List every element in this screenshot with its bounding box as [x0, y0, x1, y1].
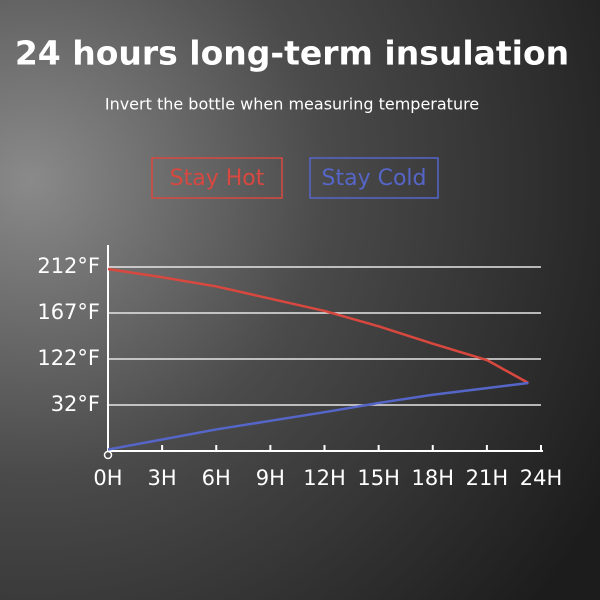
y-tick-label: 32°F: [51, 392, 100, 416]
x-tick-label: 9H: [256, 466, 285, 490]
x-tick-label: 0H: [93, 466, 122, 490]
chart-title: 24 hours long-term insulation: [15, 34, 569, 73]
legend-label: Stay Hot: [170, 166, 265, 191]
y-tick-label: 167°F: [37, 300, 100, 324]
x-tick-label: 18H: [411, 466, 454, 490]
x-tick-label: 21H: [466, 466, 509, 490]
legend-box: [151, 157, 283, 199]
x-tick-label: 12H: [303, 466, 346, 490]
x-tick-label: 15H: [357, 466, 400, 490]
legend-label: Stay Cold: [322, 166, 427, 191]
chart-subtitle: Invert the bottle when measuring tempera…: [105, 95, 479, 114]
legend-box: [309, 157, 439, 199]
series-line: [107, 381, 529, 451]
y-tick-label: 122°F: [37, 346, 100, 370]
x-tick-label: 24H: [520, 466, 563, 490]
x-tick-label: 6H: [202, 466, 231, 490]
series-line: [107, 267, 529, 385]
x-tick-label: 3H: [148, 466, 177, 490]
origin: [103, 450, 113, 460]
y-tick-label: 212°F: [37, 254, 100, 278]
